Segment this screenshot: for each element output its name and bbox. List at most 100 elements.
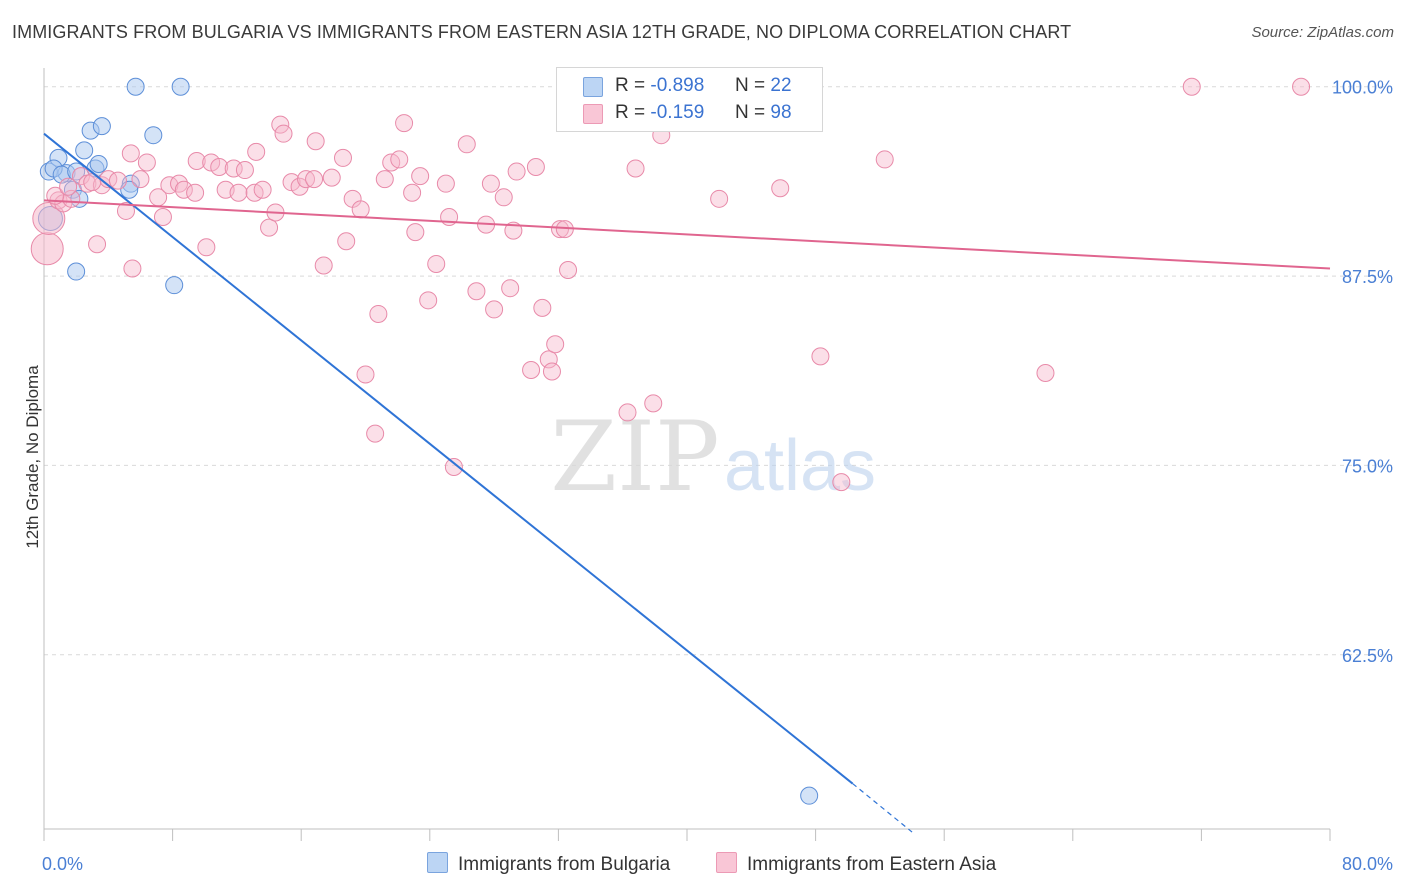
eastern-asia-point bbox=[116, 201, 135, 220]
eastern-asia-point bbox=[1036, 364, 1055, 383]
eastern-asia-point bbox=[197, 238, 216, 257]
chart-title: IMMIGRANTS FROM BULGARIA VS IMMIGRANTS F… bbox=[12, 22, 1072, 42]
eastern-asia-point bbox=[314, 256, 333, 275]
y-tick-label: 100.0% bbox=[1332, 78, 1393, 98]
eastern-asia-point bbox=[32, 202, 66, 236]
bottom-swatch-eastern-asia bbox=[716, 852, 737, 873]
y-tick-label: 87.5% bbox=[1342, 267, 1393, 287]
eastern-asia-point bbox=[247, 142, 266, 161]
legend-n-value: 22 bbox=[770, 75, 792, 96]
eastern-asia-point bbox=[390, 150, 409, 169]
axes bbox=[43, 68, 1331, 841]
bulgaria-point bbox=[89, 154, 108, 173]
eastern-asia-point bbox=[771, 179, 790, 198]
source-label: Source: ZipAtlas.com bbox=[1251, 24, 1394, 41]
eastern-asia-point bbox=[546, 335, 565, 354]
eastern-asia-point bbox=[229, 183, 248, 202]
watermark-zip: ZIP bbox=[550, 401, 719, 513]
legend-swatch-bulgaria bbox=[583, 77, 603, 97]
bulgaria-point bbox=[126, 77, 145, 96]
eastern-asia-point bbox=[305, 170, 324, 189]
eastern-asia-point bbox=[419, 291, 438, 310]
bottom-legend-label: Immigrants from Eastern Asia bbox=[747, 854, 997, 875]
x-tick-label: 0.0% bbox=[42, 854, 83, 874]
eastern-asia-point bbox=[290, 177, 309, 196]
eastern-asia-point bbox=[186, 183, 205, 202]
eastern-asia-point bbox=[618, 403, 637, 422]
bottom-legend-bulgaria: Immigrants from Bulgaria bbox=[427, 852, 670, 876]
legend-r-value: -0.159 bbox=[650, 102, 705, 123]
bulgaria-point bbox=[67, 262, 86, 281]
bottom-legend-label: Immigrants from Bulgaria bbox=[458, 854, 671, 875]
eastern-asia-point bbox=[71, 167, 90, 186]
legend-r-label: R = bbox=[615, 102, 646, 123]
legend-r-label: R = bbox=[615, 75, 646, 96]
eastern-asia-point bbox=[457, 135, 476, 154]
eastern-asia-point bbox=[427, 254, 446, 273]
eastern-asia-point bbox=[174, 180, 193, 199]
eastern-asia-point bbox=[375, 170, 394, 189]
eastern-asia-point bbox=[542, 362, 561, 381]
eastern-asia-point bbox=[88, 235, 107, 254]
eastern-asia-point bbox=[403, 183, 422, 202]
eastern-asia-point bbox=[253, 180, 272, 199]
eastern-asia-point bbox=[1292, 77, 1311, 96]
eastern-asia-point bbox=[131, 170, 150, 189]
bulgaria-point bbox=[75, 141, 94, 160]
legend-swatch-eastern-asia bbox=[583, 104, 603, 124]
bulgaria-point bbox=[92, 117, 111, 136]
eastern-asia-point bbox=[153, 208, 172, 226]
y-tick-label: 75.0% bbox=[1342, 456, 1393, 476]
eastern-asia-point bbox=[444, 457, 463, 476]
watermark-atlas: atlas bbox=[724, 426, 876, 506]
eastern-asia-point bbox=[170, 174, 189, 193]
eastern-asia-trend-line bbox=[43, 199, 1331, 270]
eastern-asia-point bbox=[160, 176, 179, 195]
eastern-asia-point bbox=[224, 159, 243, 178]
eastern-asia-point bbox=[710, 189, 729, 208]
eastern-asia-point bbox=[30, 232, 64, 266]
eastern-asia-point bbox=[481, 174, 500, 193]
legend-r-value: -0.898 bbox=[650, 75, 705, 96]
trend-lines bbox=[43, 132, 1331, 833]
tick-labels: 62.5% 75.0% 87.5% 100.0% 0.0% 80.0% bbox=[42, 78, 1393, 874]
eastern-asia-point bbox=[306, 132, 325, 151]
bulgaria-trend-line bbox=[43, 132, 854, 785]
eastern-asia-point bbox=[501, 279, 520, 298]
bulgaria-point bbox=[144, 126, 163, 145]
eastern-asia-point bbox=[526, 158, 545, 177]
eastern-asia-point bbox=[406, 223, 425, 242]
eastern-asia-point bbox=[366, 424, 385, 443]
eastern-asia-point bbox=[411, 167, 430, 186]
bottom-legend-eastern-asia: Immigrants from Eastern Asia bbox=[716, 852, 996, 876]
legend-n-label: N = bbox=[735, 102, 766, 123]
eastern-asia-point bbox=[626, 159, 645, 178]
eastern-asia-point bbox=[108, 171, 127, 190]
eastern-asia-point bbox=[210, 158, 229, 177]
eastern-asia-point bbox=[337, 232, 356, 251]
eastern-asia-point bbox=[121, 144, 140, 163]
x-tick-label: 80.0% bbox=[1342, 854, 1393, 874]
eastern-asia-point bbox=[485, 300, 504, 319]
eastern-asia-point bbox=[123, 259, 142, 278]
eastern-asia-point bbox=[522, 361, 541, 379]
eastern-asia-point bbox=[235, 161, 254, 180]
eastern-asia-point bbox=[395, 114, 414, 133]
y-tick-label: 62.5% bbox=[1342, 646, 1393, 666]
bulgaria-trend-extension bbox=[852, 783, 913, 833]
eastern-asia-point bbox=[644, 394, 663, 413]
eastern-asia-point bbox=[351, 200, 370, 219]
eastern-asia-point bbox=[356, 365, 375, 384]
eastern-asia-point bbox=[467, 282, 486, 301]
legend-n-value: 98 bbox=[770, 102, 792, 123]
eastern-asia-point bbox=[832, 473, 851, 492]
eastern-asia-point bbox=[369, 304, 388, 323]
eastern-asia-point bbox=[533, 298, 552, 317]
legend-n-label: N = bbox=[735, 75, 766, 96]
eastern-asia-point bbox=[260, 218, 279, 237]
eastern-asia-point bbox=[333, 148, 352, 167]
bulgaria-point bbox=[800, 786, 819, 805]
eastern-asia-point bbox=[494, 188, 513, 207]
eastern-asia-point bbox=[137, 153, 156, 172]
